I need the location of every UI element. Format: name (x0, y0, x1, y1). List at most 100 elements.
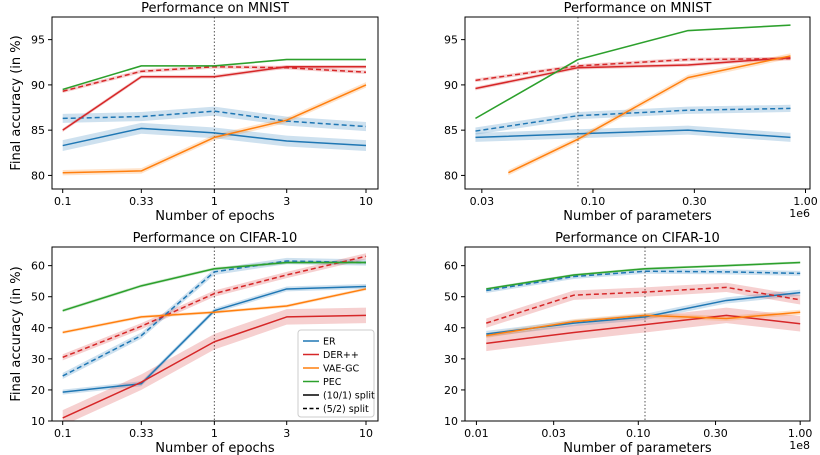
axes-frame (464, 246, 811, 422)
y-tick-label: 85 (31, 124, 45, 137)
series-line-er-dashed (486, 270, 801, 292)
x-tick-label: 0.33 (129, 427, 154, 440)
series-band-der--3 (486, 282, 801, 328)
y-tick-label: 20 (31, 384, 45, 397)
legend: ER DER++ VAE-GC PEC (10/1) split (5/2) split (297, 329, 375, 418)
axis-multiplier: 1e8 (789, 439, 810, 452)
chart-panel-2: 0.1 0.33 1 3 10 10 20 30 40 50 60 Performance on CI… (9, 231, 379, 455)
x-tick-label: 0.1 (54, 195, 72, 208)
x-tick-label: 3 (283, 427, 290, 440)
x-tick-label: 0.01 (464, 427, 489, 440)
legend-item-pec-label: PEC (323, 377, 342, 388)
series-band-der--2 (475, 55, 791, 91)
series-line-er-solid (62, 285, 367, 393)
y-tick-label: 90 (444, 79, 458, 92)
series-line-vae-gc-solid (508, 55, 791, 174)
x-tick-label: 0.10 (626, 427, 651, 440)
x-tick-label: 1 (211, 427, 218, 440)
series-line-pec-solid (62, 58, 366, 91)
series-band-er-1 (475, 104, 791, 135)
series-band-der--3 (62, 64, 366, 94)
plot-area (475, 24, 791, 176)
series-band-er-1 (62, 106, 366, 132)
x-axis-label: Number of parameters (563, 209, 712, 224)
series-line-der--solid (486, 314, 801, 345)
series-line-vae-gc-solid (62, 288, 367, 334)
chart-title: Performance on MNIST (564, 1, 712, 16)
series-band-der--2 (62, 307, 366, 421)
series-line-er-dashed (62, 110, 367, 128)
y-tick-label: 80 (31, 169, 45, 182)
chart-panel-0: 0.1 0.33 1 3 10 80 85 90 95 Performance on MNIST N… (9, 1, 379, 224)
series-line-der--solid (62, 66, 366, 131)
y-tick-label: 40 (31, 322, 45, 335)
x-tick-label: 0.1 (54, 427, 72, 440)
y-tick-label: 60 (444, 260, 458, 273)
plot-area (62, 253, 367, 421)
series-line-er-solid (62, 127, 367, 147)
series-line-er-dashed (62, 260, 367, 377)
series-line-er-dashed (475, 107, 791, 132)
chart-title: Performance on MNIST (141, 1, 289, 16)
legend-item-vae-gc-label: VAE-GC (323, 364, 360, 375)
series-band-er-0 (475, 125, 791, 142)
y-tick-label: 85 (444, 124, 458, 137)
x-tick-label: 0.33 (129, 195, 154, 208)
series-band-der--2 (62, 64, 366, 132)
series-line-vae-gc-solid (486, 311, 801, 337)
x-tick-label: 0.10 (581, 195, 606, 208)
chart-panel-3: 0.01 0.03 0.10 0.30 1.00 10 20 30 40 50 60 Performa… (444, 231, 812, 455)
legend-item-dashed-split-label: (5/2) split (323, 404, 369, 415)
y-tick-label: 10 (444, 415, 458, 428)
series-line-der--dashed (62, 66, 367, 92)
series-line-pec-solid (486, 261, 801, 290)
y-tick-label: 90 (31, 79, 45, 92)
x-tick-label: 1.00 (793, 195, 818, 208)
series-line-pec-solid (475, 24, 791, 120)
series-line-der--dashed (486, 286, 801, 324)
x-tick-label: 1 (211, 195, 218, 208)
series-band-vae-gc-4 (486, 309, 801, 339)
x-axis-label: Number of parameters (563, 441, 712, 455)
series-line-der--solid (62, 314, 367, 419)
legend-item-er-label: ER (323, 337, 336, 348)
y-axis-label: Final accuracy (in %) (9, 266, 24, 401)
axes-frame (51, 16, 379, 190)
plot-area (486, 261, 801, 352)
x-axis-label: Number of epochs (155, 209, 275, 224)
y-tick-label: 30 (31, 353, 45, 366)
y-tick-label: 10 (31, 415, 45, 428)
y-tick-label: 60 (31, 260, 45, 273)
x-axis-label: Number of epochs (155, 441, 275, 455)
series-line-der--dashed (475, 57, 791, 82)
axes-frame (464, 16, 811, 190)
legend-item-solid-split-label: (10/1) split (323, 391, 375, 402)
series-band-er-1 (486, 268, 801, 293)
series-line-er-solid (475, 129, 791, 139)
y-tick-label: 95 (444, 34, 458, 47)
series-line-pec-solid (62, 261, 366, 312)
y-axis-label: Final accuracy (in %) (9, 35, 24, 170)
x-tick-label: 0.03 (541, 427, 566, 440)
x-tick-label: 1.00 (788, 427, 813, 440)
x-tick-label: 0.03 (470, 195, 495, 208)
chart-title: Performance on CIFAR-10 (133, 231, 298, 246)
series-line-vae-gc-solid (62, 84, 367, 174)
series-line-der--solid (475, 56, 791, 90)
chart-panel-1: 0.03 0.10 0.30 1.00 80 85 90 95 Performance on M… (444, 1, 818, 224)
axes-frame (51, 246, 379, 422)
y-tick-label: 50 (444, 291, 458, 304)
y-tick-label: 20 (444, 384, 458, 397)
x-tick-label: 10 (359, 427, 373, 440)
y-tick-label: 80 (444, 169, 458, 182)
legend-item-der-label: DER++ (323, 350, 359, 361)
x-tick-label: 0.30 (703, 427, 728, 440)
y-tick-label: 30 (444, 353, 458, 366)
y-tick-label: 50 (31, 291, 45, 304)
x-tick-label: 0.30 (682, 195, 707, 208)
plot-area (62, 58, 367, 176)
series-line-der--dashed (62, 255, 367, 359)
y-tick-label: 40 (444, 322, 458, 335)
axis-multiplier: 1e6 (789, 207, 810, 220)
